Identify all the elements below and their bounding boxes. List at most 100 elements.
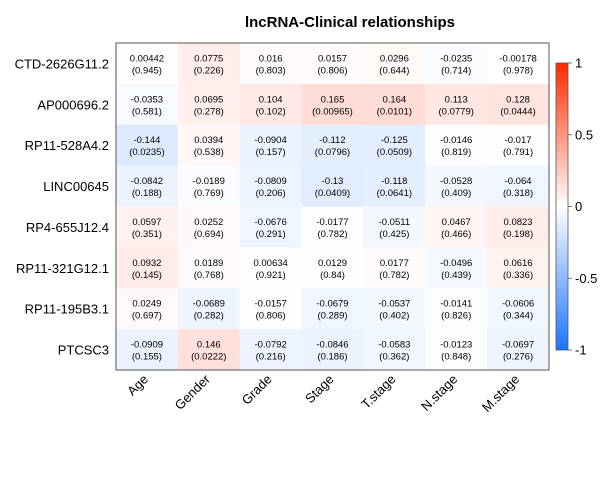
cell-pvalue-label: (0.157): [256, 147, 286, 158]
cell-value-label: -0.0809: [255, 176, 287, 187]
cell-pvalue-label: (0.978): [503, 65, 533, 76]
row-label: RP4-655J12.4: [26, 220, 109, 235]
heatmap-cell: [301, 124, 364, 167]
heatmap-cell: [425, 288, 488, 330]
cell-pvalue-label: (0.921): [256, 270, 286, 281]
cell-pvalue-label: (0.0222): [191, 352, 226, 363]
cell-pvalue-label: (0.425): [379, 229, 409, 240]
cell-value-label: 0.0296: [380, 53, 409, 64]
color-scale-tick-label: 0.5: [575, 127, 593, 142]
cell-pvalue-label: (0.0509): [377, 147, 412, 158]
heatmap-cell: [301, 206, 364, 248]
cell-pvalue-label: (0.806): [256, 311, 286, 322]
heatmap-cell: [425, 83, 488, 126]
heatmap-cell: [425, 247, 488, 289]
heatmap-cell: [116, 43, 179, 85]
cell-pvalue-label: (0.848): [441, 352, 471, 363]
row-label: RP11-528A4.2: [25, 138, 109, 153]
heatmap-cell: [487, 329, 550, 371]
cell-pvalue-label: (0.278): [194, 106, 224, 117]
cell-pvalue-label: (0.344): [503, 311, 533, 322]
cell-pvalue-label: (0.351): [132, 229, 162, 240]
cell-pvalue-label: (0.0235): [129, 147, 164, 158]
heatmap-cell: [239, 206, 302, 248]
cell-value-label: -0.00178: [499, 53, 537, 64]
cell-pvalue-label: (0.402): [379, 311, 409, 322]
heatmap-cell: [116, 329, 179, 371]
heatmap-cell: [425, 206, 488, 248]
heatmap-cell: [425, 165, 488, 207]
cell-value-label: -0.0141: [440, 299, 472, 310]
color-scale-tick-label: -1: [575, 343, 587, 358]
plot-border: [115, 42, 550, 371]
cell-value-label: 0.0249: [132, 299, 161, 310]
cell-pvalue-label: (0.791): [503, 147, 533, 158]
cell-pvalue-label: (0.697): [132, 311, 162, 322]
heatmap-cell: [363, 247, 426, 289]
cell-pvalue-label: (0.362): [379, 352, 409, 363]
cell-value-label: -0.144: [133, 135, 160, 146]
heatmap-cell: [177, 165, 241, 207]
heatmap-cell: [116, 288, 179, 330]
heatmap-cell: [363, 329, 426, 371]
cell-value-label: -0.0606: [502, 299, 534, 310]
heatmap-cell: [116, 83, 179, 126]
cell-pvalue-label: (0.782): [317, 229, 347, 240]
row-label: CTD-2626G11.2: [15, 56, 109, 71]
color-scale-bar: [555, 62, 569, 351]
column-label: N.stage: [418, 372, 460, 414]
row-label: LINC00645: [43, 179, 109, 194]
color-scale-legend: 1 0.5 0 -0.5 -1: [555, 56, 597, 358]
cell-value-label: 0.0189: [194, 258, 223, 269]
column-label: Age: [124, 372, 151, 399]
heatmap-cell: [363, 288, 426, 330]
cell-pvalue-label: (0.409): [441, 188, 471, 199]
heatmap-cell: [177, 247, 241, 289]
cell-value-label: 0.016: [259, 53, 283, 64]
color-scale-tick-label: 1: [575, 56, 582, 71]
cell-value-label: -0.017: [505, 135, 532, 146]
cell-pvalue-label: (0.00965): [312, 106, 353, 117]
cell-value-label: -0.0146: [440, 135, 472, 146]
heatmap-cell: [177, 288, 241, 330]
heatmap-cell: [239, 329, 302, 371]
heatmap-cell: [425, 43, 488, 85]
column-label: Stage: [302, 372, 337, 407]
cell-value-label: 0.164: [382, 94, 406, 105]
heatmap-cell: [239, 83, 302, 126]
heatmap-cell: [301, 288, 364, 330]
cell-value-label: -0.13: [322, 176, 344, 187]
cell-pvalue-label: (0.145): [132, 270, 162, 281]
column-label: M.stage: [479, 372, 522, 415]
heatmap-cell: [487, 206, 550, 248]
heatmap-cell: [177, 124, 241, 167]
cell-value-label: 0.00634: [253, 258, 287, 269]
cell-value-label: -0.0904: [255, 135, 287, 146]
cell-pvalue-label: (0.155): [132, 352, 162, 363]
cell-pvalue-label: (0.276): [503, 352, 533, 363]
cell-value-label: -0.0842: [131, 176, 163, 187]
heatmap-cell: [487, 288, 550, 330]
cell-pvalue-label: (0.186): [317, 352, 347, 363]
cell-value-label: -0.0189: [193, 176, 225, 187]
cell-pvalue-label: (0.806): [317, 65, 347, 76]
heatmap-cell: [363, 83, 426, 126]
cell-pvalue-label: (0.819): [441, 147, 471, 158]
heatmap-cell: [363, 206, 426, 248]
heatmap-cell: [301, 83, 364, 126]
heatmap-cell: [177, 329, 241, 371]
heatmap-cell: [363, 165, 426, 207]
column-labels: Age Gender Grade Stage T.stage N.stage M.stage: [124, 371, 522, 415]
heatmap-cell: [239, 43, 302, 85]
heatmap-cell: [425, 124, 488, 167]
heatmap-cell: [116, 206, 179, 248]
cell-pvalue-label: (0.714): [441, 65, 471, 76]
cell-value-label: 0.0177: [380, 258, 409, 269]
cell-value-label: 0.165: [321, 94, 345, 105]
heatmap-cell: [363, 43, 426, 85]
color-scale-tick-label: 0: [575, 199, 582, 214]
cell-value-label: -0.0697: [502, 340, 534, 351]
cell-pvalue-label: (0.0444): [500, 106, 535, 117]
heatmap-cell: [301, 165, 364, 207]
row-label: RP11-195B3.1: [25, 302, 109, 317]
